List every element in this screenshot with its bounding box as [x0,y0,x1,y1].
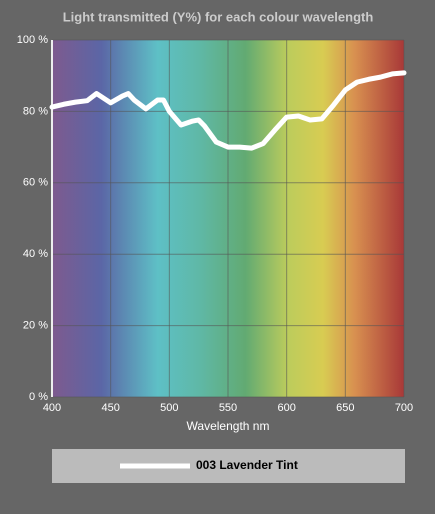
x-tick-label: 600 [277,402,295,414]
data-line [49,70,407,151]
y-tick-label: 20 % [23,320,48,332]
x-tick-label: 450 [101,402,119,414]
legend-box [52,449,405,483]
x-tick-label: 700 [395,402,413,414]
y-tick-label: 40 % [23,248,48,260]
x-tick-label: 650 [336,402,354,414]
x-tick-label: 500 [160,402,178,414]
x-tick-label: 550 [219,402,237,414]
x-axis-label: Wavelength nm [187,419,270,433]
y-tick-label: 80 % [23,105,48,117]
x-tick-label: 400 [43,402,61,414]
chart-title: Light transmitted (Y%) for each colour w… [63,9,374,24]
y-tick-label: 0 % [29,391,48,403]
y-tick-label: 60 % [23,177,48,189]
legend-label: 003 Lavender Tint [196,458,298,472]
y-tick-label: 100 % [17,34,48,46]
